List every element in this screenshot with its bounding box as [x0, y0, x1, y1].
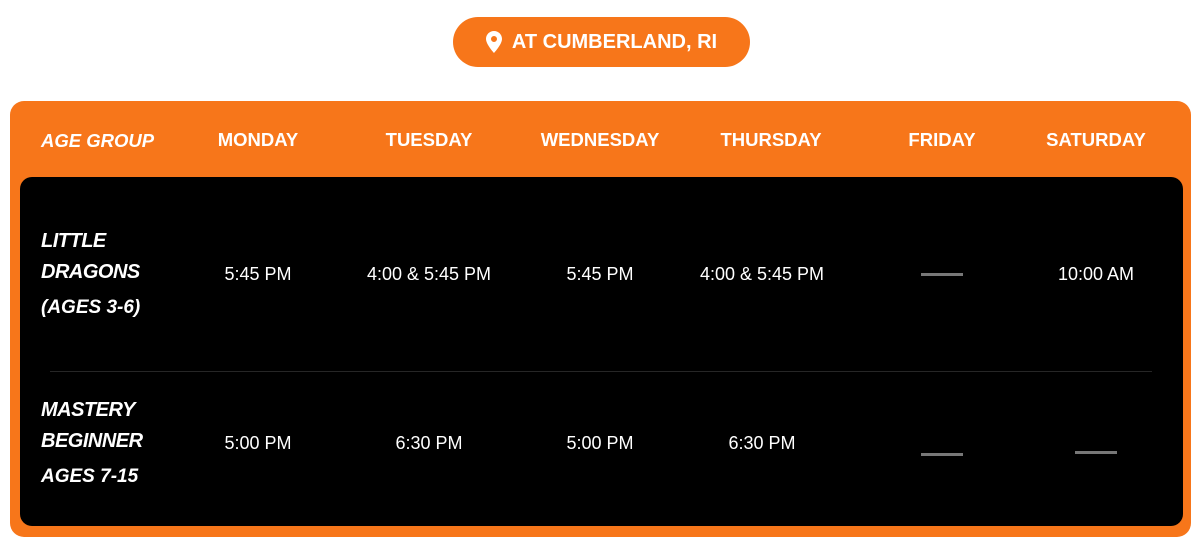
time-tuesday: 6:30 PM [395, 432, 463, 453]
time-friday [867, 272, 1017, 276]
time-saturday [1017, 433, 1175, 454]
schedule-table: AGE GROUP MONDAY TUESDAY WEDNESDAY THURS… [10, 101, 1191, 537]
group-name-line1: MASTERY [41, 398, 135, 421]
time-thursday: 6:30 PM [728, 432, 796, 453]
header-tuesday: TUESDAY [385, 129, 473, 150]
location-label: AT CUMBERLAND, RI [511, 30, 718, 53]
time-wednesday: 5:45 PM [566, 263, 634, 284]
group-name-line2: BEGINNER [41, 429, 143, 452]
location-badge[interactable]: AT CUMBERLAND, RI [453, 17, 750, 67]
header-friday: FRIDAY [908, 129, 976, 150]
no-class-dash [921, 272, 963, 276]
group-name-line2: DRAGONS [41, 260, 140, 283]
time-thursday: 4:00 & 5:45 PM [699, 263, 825, 284]
header-age-group: AGE GROUP [41, 129, 155, 151]
table-body: LITTLE DRAGONS (AGES 3-6) 5:45 PM 4:00 &… [20, 177, 1183, 526]
no-class-dash [1075, 450, 1117, 454]
no-class-dash [921, 452, 963, 456]
time-friday [867, 431, 1017, 456]
group-ages: AGES 7-15 [41, 465, 139, 487]
header-thursday: THURSDAY [720, 129, 822, 150]
age-group-cell: MASTERY BEGINNER AGES 7-15 [10, 395, 183, 492]
header-wednesday: WEDNESDAY [540, 129, 660, 150]
group-ages: (AGES 3-6) [41, 296, 141, 318]
header-saturday: SATURDAY [1046, 129, 1146, 150]
table-row: MASTERY BEGINNER AGES 7-15 5:00 PM 6:30 … [10, 373, 1191, 513]
time-monday: 5:45 PM [224, 263, 292, 284]
table-row: LITTLE DRAGONS (AGES 3-6) 5:45 PM 4:00 &… [10, 197, 1191, 351]
time-monday: 5:00 PM [224, 432, 292, 453]
age-group-cell: LITTLE DRAGONS (AGES 3-6) [10, 226, 183, 323]
time-wednesday: 5:00 PM [566, 432, 634, 453]
time-tuesday: 4:00 & 5:45 PM [366, 263, 492, 284]
table-header: AGE GROUP MONDAY TUESDAY WEDNESDAY THURS… [10, 121, 1191, 159]
time-saturday: 10:00 AM [1057, 263, 1135, 284]
group-name-line1: LITTLE [41, 229, 106, 252]
map-pin-icon [485, 31, 502, 53]
row-divider [50, 371, 1152, 372]
header-monday: MONDAY [217, 129, 299, 150]
